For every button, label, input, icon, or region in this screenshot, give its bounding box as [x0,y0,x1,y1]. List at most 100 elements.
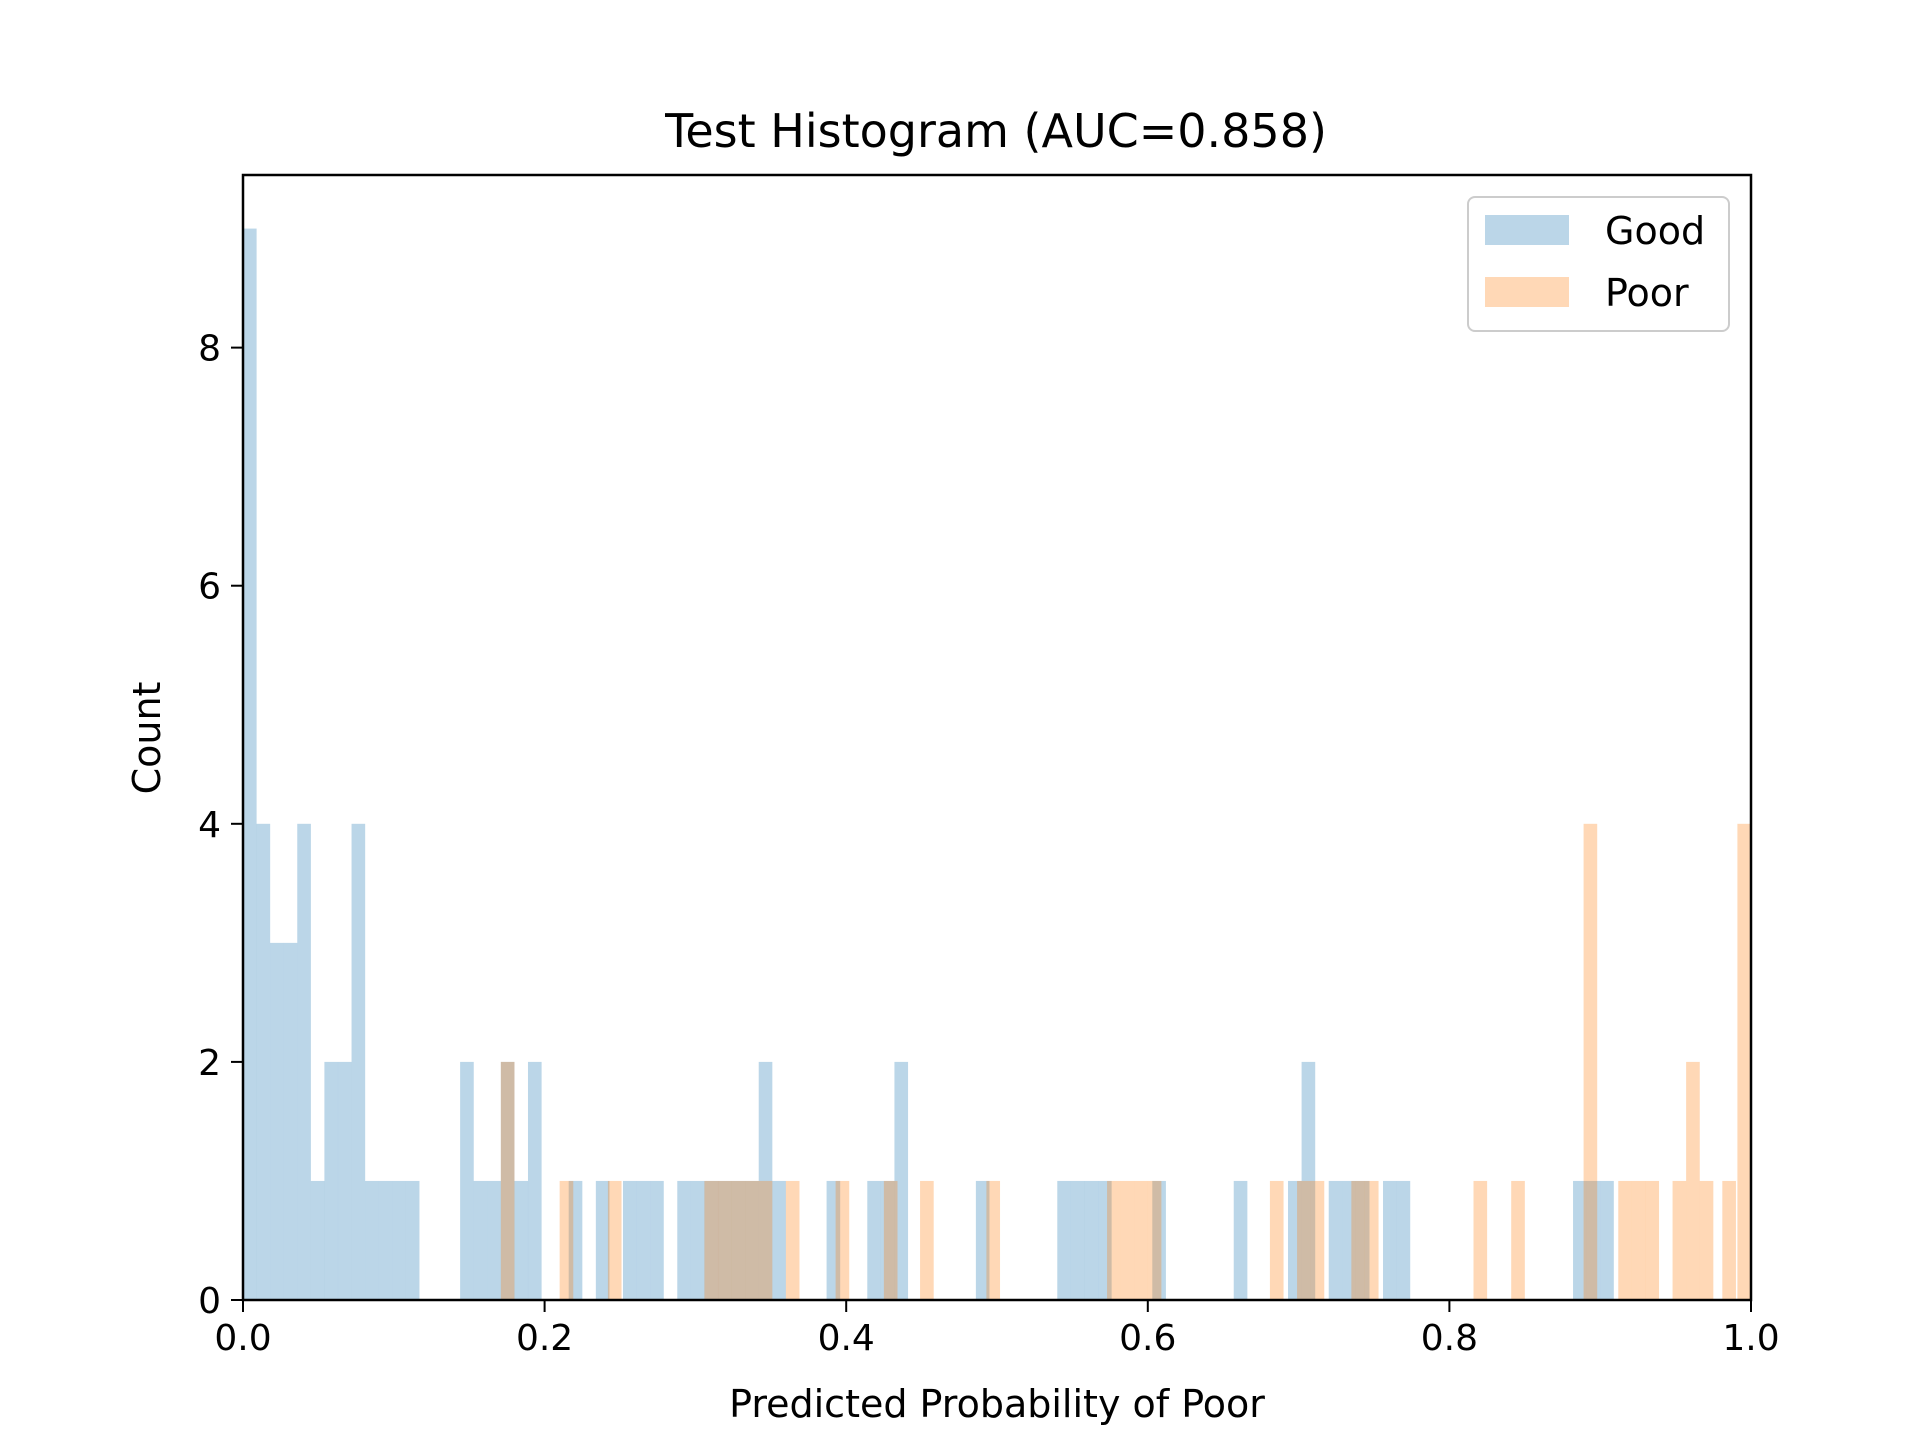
bar-poor-10 [883,1180,898,1300]
x-tick-label-1: 0.2 [516,1318,573,1359]
bar-poor-8 [785,1180,800,1300]
bar-poor-28 [1672,1180,1687,1300]
bar-poor-16 [1147,1180,1162,1300]
bar-good-4 [297,823,311,1300]
bar-good-35 [894,1061,909,1300]
chart-title: Test Histogram (AUC=0.858) [664,104,1327,158]
bar-good-27 [717,1180,732,1300]
bar-good-9 [365,1180,379,1300]
legend-swatch-poor [1485,277,1569,307]
bar-good-7 [337,1061,352,1300]
bar-good-20 [595,1180,610,1300]
bar-good-10 [378,1180,393,1300]
x-tick-label-3: 0.6 [1119,1318,1176,1359]
bar-poor-21 [1364,1180,1379,1300]
bar-good-51 [1586,1180,1601,1300]
bar-good-12 [405,1180,420,1300]
bar-good-40 [1098,1180,1112,1300]
bar-poor-14 [1120,1180,1135,1300]
bar-poor-4 [717,1180,732,1300]
plot-frame [241,173,1753,1302]
bar-good-26 [704,1180,719,1300]
bar-good-41 [1152,1180,1166,1300]
ticks-layer: 0.0 0.2 0.4 0.6 0.8 1.0 0 2 4 6 8 [198,329,1780,1359]
legend-label-good: Good [1605,209,1705,253]
bar-good-16 [500,1061,515,1300]
bar-good-17 [514,1180,529,1300]
bar-good-1 [256,823,271,1300]
bar-poor-29 [1686,1061,1700,1300]
bar-good-37 [1057,1180,1071,1300]
bar-poor-2 [607,1180,622,1300]
bar-poor-22 [1473,1180,1488,1300]
bar-good-43 [1288,1180,1302,1300]
bar-good-5 [310,1180,325,1300]
series-poor [500,823,1752,1300]
series-good [242,228,1614,1300]
bar-good-22 [636,1180,651,1300]
bar-good-50 [1573,1180,1587,1300]
bar-poor-25 [1618,1180,1632,1300]
bar-poor-9 [835,1180,850,1300]
y-tick-label-0: 0 [198,1281,221,1322]
bar-good-39 [1084,1180,1099,1300]
bar-good-45 [1328,1180,1343,1300]
bar-poor-6 [745,1180,759,1300]
bar-poor-20 [1351,1180,1365,1300]
bar-poor-5 [731,1180,746,1300]
bar-poor-23 [1511,1180,1525,1300]
x-tick-label-0: 0.0 [214,1318,271,1359]
legend-box [1467,196,1730,332]
bar-poor-1 [559,1180,574,1300]
bars-layer [242,228,1752,1300]
bar-poor-13 [1107,1180,1121,1300]
bar-good-49 [1396,1180,1411,1300]
bar-good-42 [1233,1180,1248,1300]
bar-good-29 [745,1180,759,1300]
bar-poor-31 [1722,1180,1736,1300]
bar-good-33 [867,1180,881,1300]
bar-good-13 [460,1061,474,1300]
bar-good-11 [392,1180,406,1300]
bar-good-25 [690,1180,705,1300]
bar-good-24 [677,1180,691,1300]
bar-poor-7 [758,1180,773,1300]
legend: Good Poor [1467,196,1730,332]
bar-good-8 [351,823,366,1300]
bar-good-6 [324,1061,339,1300]
bar-good-38 [1070,1180,1085,1300]
bar-good-19 [568,1180,583,1300]
bar-good-32 [826,1180,841,1300]
bar-good-15 [487,1180,501,1300]
bar-poor-15 [1134,1180,1148,1300]
y-tick-label-1: 2 [198,1043,221,1084]
bar-good-21 [622,1180,637,1300]
bar-good-31 [772,1180,786,1300]
bar-good-46 [1342,1180,1356,1300]
bar-good-44 [1301,1061,1316,1300]
bar-good-18 [527,1061,542,1300]
bar-poor-30 [1699,1180,1714,1300]
bar-poor-11 [920,1180,934,1300]
y-axis-label: Count [125,682,169,795]
bar-poor-26 [1631,1180,1646,1300]
bar-good-36 [975,1180,990,1300]
bar-poor-27 [1645,1180,1660,1300]
legend-swatch-good [1485,215,1569,245]
x-tick-label-2: 0.4 [818,1318,875,1359]
bar-good-3 [283,942,298,1300]
bar-good-14 [473,1180,488,1300]
bar-good-23 [650,1180,664,1300]
bar-good-52 [1600,1180,1614,1300]
bar-good-47 [1355,1180,1370,1300]
y-tick-label-4: 8 [198,329,221,370]
bar-poor-12 [986,1180,1001,1300]
bar-poor-32 [1737,823,1752,1300]
bar-poor-19 [1310,1180,1325,1300]
y-tick-label-3: 6 [198,567,221,608]
bar-poor-0 [500,1061,515,1300]
bar-good-28 [731,1180,746,1300]
bar-good-2 [270,942,284,1300]
